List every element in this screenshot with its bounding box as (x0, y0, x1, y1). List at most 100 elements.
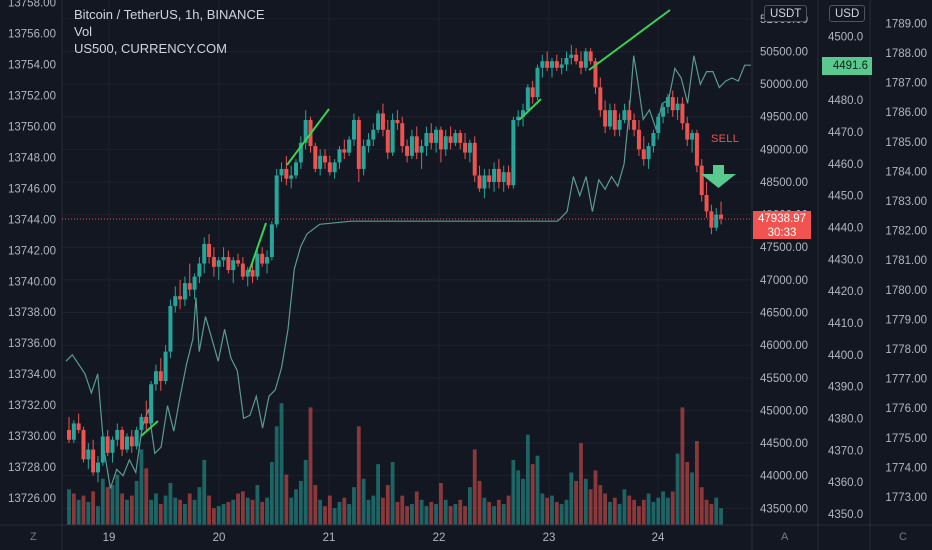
candle-body (675, 103, 680, 111)
volume-bar (144, 468, 149, 525)
candle-body (540, 61, 545, 68)
candle-body (419, 146, 424, 153)
volume-bar (376, 464, 381, 525)
volume-bar (289, 497, 294, 525)
volume-bar (100, 478, 105, 525)
candle-body (337, 149, 342, 163)
candle-body (588, 51, 593, 62)
volume-bar (429, 501, 434, 525)
volume-bar (240, 491, 245, 525)
volume-bar (231, 499, 236, 525)
outer-y-tick-label: 1779.00 (885, 314, 927, 326)
volume-bars (67, 403, 723, 525)
left-y-tick-label: 13742.00 (8, 245, 56, 257)
left-y-tick-label: 13736.00 (8, 338, 56, 350)
volume-bar (236, 493, 240, 525)
candle-body (231, 260, 236, 271)
volume-bar (467, 487, 472, 525)
volume-bar (675, 453, 680, 525)
btc-y-tick-label: 45500.00 (760, 373, 808, 385)
volume-bar (695, 441, 699, 525)
legend: Bitcoin / TetherUS, 1h, BINANCE Vol US50… (74, 6, 265, 57)
outer-y-tick-label: 1788.00 (885, 48, 927, 60)
outer-y-tick-label: 1787.00 (885, 78, 927, 90)
volume-bar (593, 470, 598, 525)
compare-button[interactable]: C (899, 531, 907, 543)
us500-y-tick-label: 4460.0 (828, 159, 863, 171)
us500-y-tick-label: 4470.0 (828, 127, 863, 139)
outer-y-tick-label: 1781.00 (885, 255, 927, 267)
candle-body (71, 423, 76, 440)
volume-bar (496, 499, 501, 525)
outer-y-tick-label: 1778.00 (885, 344, 927, 356)
sell-annotation: SELL (711, 133, 740, 145)
currency-usd-button[interactable]: USD (829, 5, 866, 22)
volume-bar (598, 485, 603, 525)
volume-bar (71, 493, 76, 525)
volume-bar (709, 504, 714, 525)
candle-body (622, 110, 627, 120)
candle-body (366, 139, 371, 147)
volume-bar (390, 462, 395, 525)
btc-y-tick-label: 49000.00 (760, 144, 808, 156)
candle-body (158, 371, 163, 382)
left-y-tick-label: 13758.00 (8, 0, 56, 10)
currency-usdt-button[interactable]: USDT (764, 5, 808, 22)
legend-compare[interactable]: US500, CURRENCY.COM (74, 41, 227, 56)
trendline (248, 222, 267, 273)
candle-body (680, 103, 685, 124)
outer-y-tick-label: 1775.00 (885, 433, 927, 445)
volume-bar (661, 491, 665, 525)
candle-body (661, 106, 666, 117)
volume-bar (327, 495, 332, 525)
volume-bar (76, 499, 81, 525)
volume-bar (627, 495, 632, 525)
btc-y-tick-label: 50500.00 (760, 46, 808, 58)
candle-body (86, 449, 91, 460)
candle-body (448, 136, 453, 143)
candle-body (554, 61, 559, 68)
volume-bar (617, 504, 622, 525)
volume-bar (202, 459, 207, 525)
volume-bar (342, 497, 347, 525)
candle-body (76, 423, 81, 430)
candle-body (351, 119, 356, 140)
left-y-tick-label: 13730.00 (8, 431, 56, 443)
volume-bar (115, 474, 120, 525)
volume-bar (207, 495, 211, 525)
candle-body (149, 384, 154, 424)
volume-bar (323, 506, 327, 525)
candle-body (665, 97, 670, 107)
countdown: 30:33 (767, 227, 797, 239)
legend-volume[interactable]: Vol (74, 24, 93, 39)
candle-body (380, 113, 385, 130)
btc-y-tick-label: 43500.00 (760, 503, 808, 515)
candle-body (463, 142, 468, 153)
volume-bar (318, 499, 323, 525)
volume-bar (352, 487, 356, 525)
zoom-button[interactable]: Z (30, 531, 37, 543)
left-y-tick-label: 13756.00 (8, 29, 56, 41)
volume-bar (641, 499, 646, 525)
candle-body (516, 116, 521, 120)
candle-body (550, 61, 554, 68)
btc-y-tick-label: 47500.00 (760, 242, 808, 254)
candle-body (187, 283, 192, 290)
volume-bar (361, 478, 366, 525)
candle-body (173, 296, 178, 306)
candle-body (578, 61, 583, 68)
volume-bar (699, 487, 704, 525)
left-y-tick-label: 13746.00 (8, 183, 56, 195)
auto-scale-button[interactable]: A (781, 531, 789, 543)
volume-bar (458, 499, 463, 525)
candle-body (593, 61, 598, 88)
volume-bar (371, 495, 376, 525)
candle-body (525, 87, 530, 111)
volume-bar (269, 462, 274, 525)
trendlines[interactable] (140, 9, 671, 437)
legend-symbol[interactable]: Bitcoin / TetherUS, 1h, BINANCE (74, 7, 265, 22)
volume-bar (482, 497, 487, 525)
volume-bar (545, 497, 550, 525)
candle-body (294, 162, 299, 176)
